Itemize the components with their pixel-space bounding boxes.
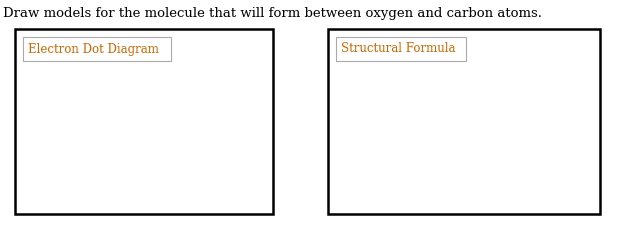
Bar	[328, 29, 600, 214]
Text: Draw models for the molecule that will form between oxygen and carbon atoms.: Draw models for the molecule that will f…	[3, 7, 542, 20]
Bar	[336, 37, 466, 61]
Text: Structural Formula: Structural Formula	[341, 43, 455, 55]
Bar	[15, 29, 273, 214]
Text: Electron Dot Diagram: Electron Dot Diagram	[28, 43, 159, 55]
Bar	[23, 37, 171, 61]
